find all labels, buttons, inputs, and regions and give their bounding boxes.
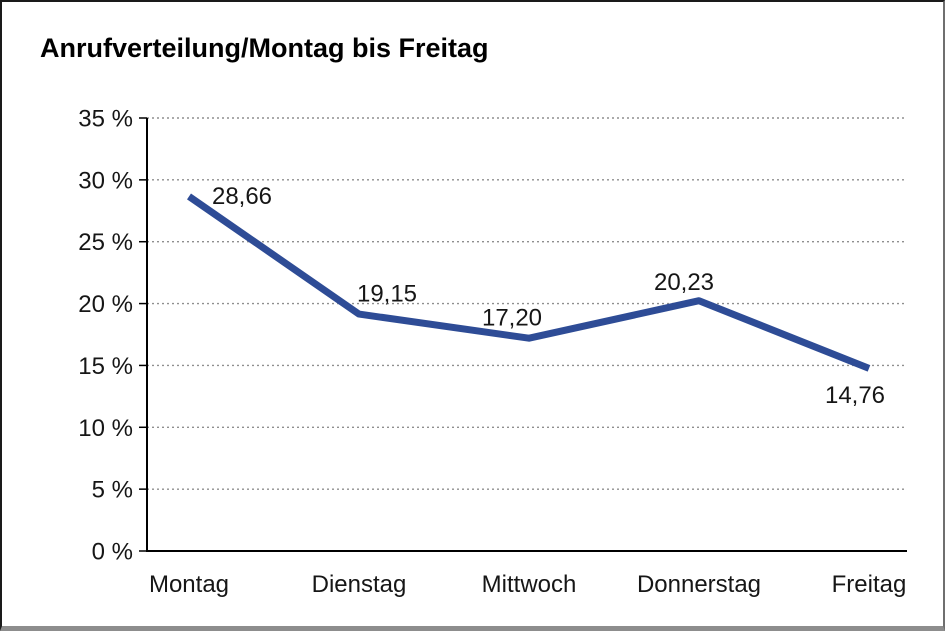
y-tick-label: 30 % — [78, 167, 133, 194]
x-category-label: Dienstag — [312, 571, 407, 598]
x-category-label: Mittwoch — [482, 571, 577, 598]
chart-title: Anrufverteilung/Montag bis Freitag — [40, 33, 489, 63]
data-line — [187, 193, 871, 372]
y-tick-label: 15 % — [78, 353, 133, 380]
y-tick-label: 5 % — [92, 477, 133, 504]
y-tick-label: 25 % — [78, 229, 133, 256]
y-tick-label: 10 % — [78, 415, 133, 442]
x-category-label: Freitag — [832, 571, 907, 598]
x-category-label: Donnerstag — [637, 571, 761, 598]
y-tick-label: 20 % — [78, 291, 133, 318]
data-point-label: 20,23 — [654, 269, 714, 296]
y-tick-label: 35 % — [78, 106, 133, 133]
axes — [146, 118, 907, 552]
data-point-label: 17,20 — [482, 305, 542, 332]
data-point-label: 28,66 — [212, 183, 272, 210]
y-tick-label: 0 % — [92, 539, 133, 566]
x-category-label: Montag — [149, 571, 229, 598]
data-point-label: 14,76 — [825, 382, 885, 409]
data-point-label: 19,15 — [357, 281, 417, 308]
